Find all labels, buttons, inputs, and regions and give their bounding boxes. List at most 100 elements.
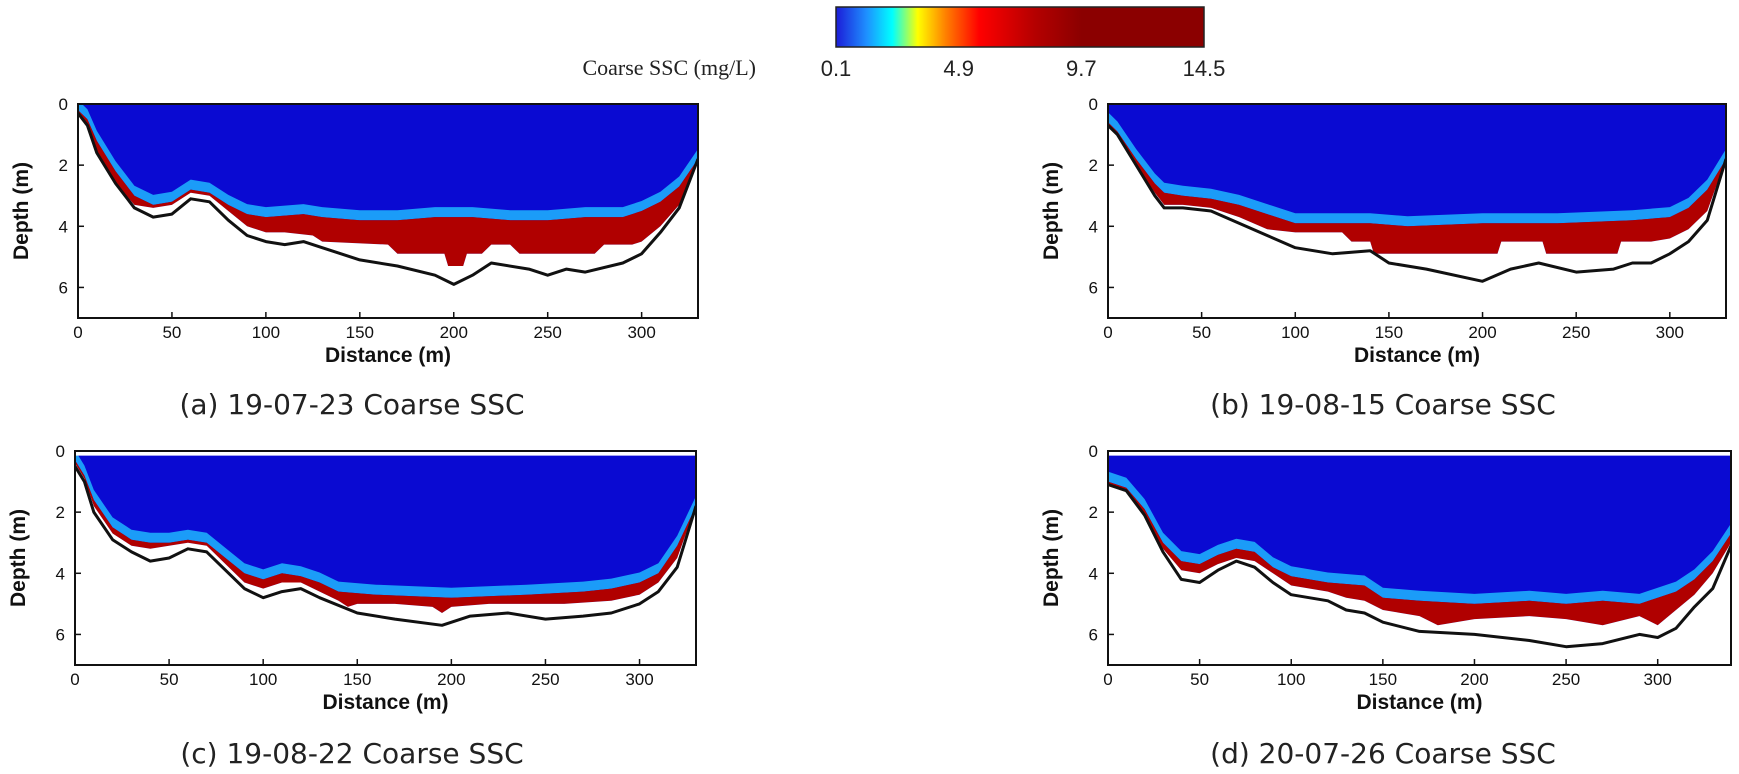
panel-d: 0 50 100 150 200 250 300 0 2 4 6 Distance (m) Dep…	[1040, 442, 1732, 770]
x-tick-label: 50	[160, 670, 179, 689]
x-tick-label: 50	[1190, 670, 1209, 689]
surface-gap-d	[1108, 451, 1731, 456]
y-ticks-d: 0 2 4 6	[1089, 442, 1114, 644]
y-tick-label: 6	[59, 278, 68, 297]
y-tick-label: 0	[1089, 95, 1098, 114]
y-tick-label: 4	[56, 564, 65, 583]
x-tick-label: 0	[73, 323, 82, 342]
plot-frame-a	[77, 103, 699, 319]
bed-profile-line-d	[1108, 483, 1731, 649]
turbidity-band-b	[1108, 112, 1726, 227]
colorbar-ticks: 0.1 4.9 9.7 14.5	[821, 56, 1226, 81]
y-tick-label: 4	[1089, 217, 1098, 236]
caption-a: (a) 19-07-23 Coarse SSC	[179, 388, 524, 421]
colorbar: Coarse SSC (mg/L) 0.1 4.9 9.7 14.5	[582, 6, 1226, 81]
bed-profile-line-c	[75, 465, 696, 627]
y-ticks-c: 0 2 4 6	[56, 442, 81, 644]
x-tick-label: 300	[627, 323, 655, 342]
y-ticks-a: 0 2 4 6	[59, 95, 84, 297]
x-tick-label: 150	[346, 323, 374, 342]
x-ticks-d: 0 50 100 150 200 250 300	[1103, 659, 1672, 689]
y-tick-label: 0	[59, 95, 68, 114]
plot-area-b	[1108, 104, 1726, 318]
x-tick-label: 100	[1281, 323, 1309, 342]
x-axis-title-d: Distance (m)	[1356, 691, 1482, 714]
plot-area-a	[78, 104, 698, 318]
y-axis-title-d: Depth (m)	[1040, 509, 1063, 607]
caption-c: (c) 19-08-22 Coarse SSC	[180, 737, 523, 770]
sediment-layer-b	[1108, 122, 1726, 254]
x-axis-title-c: Distance (m)	[322, 691, 448, 714]
below-bed-mask-c	[75, 463, 696, 665]
bed-profile-line-b	[1108, 124, 1726, 283]
x-ticks-a: 0 50 100 150 200 250 300	[73, 312, 656, 342]
y-ticks-b: 0 2 4 6	[1089, 95, 1114, 297]
plot-frame-c	[74, 450, 697, 666]
colorbar-gradient	[835, 6, 1205, 48]
y-tick-label: 6	[1089, 625, 1098, 644]
x-axis-title-b: Distance (m)	[1354, 344, 1480, 367]
turbidity-band-c	[75, 451, 696, 598]
x-tick-label: 50	[162, 323, 181, 342]
x-ticks-b: 0 50 100 150 200 250 300	[1103, 312, 1684, 342]
caption-d: (d) 20-07-26 Coarse SSC	[1210, 737, 1556, 770]
x-axis-title-a: Distance (m)	[325, 344, 451, 367]
y-tick-label: 6	[56, 625, 65, 644]
x-tick-label: 300	[1644, 670, 1672, 689]
x-tick-label: 200	[437, 670, 465, 689]
plot-area-d	[1108, 451, 1731, 665]
y-tick-label: 4	[1089, 564, 1098, 583]
y-tick-label: 4	[59, 217, 68, 236]
colorbar-tick-label: 0.1	[821, 56, 852, 81]
colorbar-label: Coarse SSC (mg/L)	[582, 55, 756, 80]
y-tick-label: 0	[1089, 442, 1098, 461]
x-tick-label: 150	[1369, 670, 1397, 689]
y-tick-label: 6	[1089, 278, 1098, 297]
bed-profile-line-a	[78, 112, 698, 286]
x-tick-label: 0	[1103, 323, 1112, 342]
x-tick-label: 300	[625, 670, 653, 689]
x-tick-label: 50	[1192, 323, 1211, 342]
sediment-layer-d	[1108, 481, 1731, 626]
x-tick-label: 200	[1468, 323, 1496, 342]
x-ticks-c: 0 50 100 150 200 250 300	[70, 659, 654, 689]
below-bed-mask-a	[78, 113, 698, 318]
x-tick-label: 100	[252, 323, 280, 342]
x-tick-label: 200	[440, 323, 468, 342]
y-tick-label: 2	[59, 156, 68, 175]
x-tick-label: 0	[70, 670, 79, 689]
colorbar-tick-label: 4.9	[943, 56, 974, 81]
x-tick-label: 100	[1277, 670, 1305, 689]
caption-b: (b) 19-08-15 Coarse SSC	[1210, 388, 1556, 421]
x-tick-label: 250	[531, 670, 559, 689]
x-tick-label: 150	[1375, 323, 1403, 342]
colorbar-tick-label: 9.7	[1066, 56, 1097, 81]
x-tick-label: 0	[1103, 670, 1112, 689]
x-tick-label: 250	[534, 323, 562, 342]
below-bed-mask-d	[1108, 484, 1731, 665]
y-tick-label: 2	[1089, 503, 1098, 522]
y-tick-label: 2	[56, 503, 65, 522]
x-tick-label: 300	[1656, 323, 1684, 342]
y-tick-label: 2	[1089, 156, 1098, 175]
panel-b: 0 50 100 150 200 250 300 0 2 4 6 Distance (m) Dep…	[1040, 95, 1727, 421]
x-tick-label: 100	[249, 670, 277, 689]
panel-c: 0 50 100 150 200 250 300 0 2 4 6 Distance (m) Dep…	[7, 442, 697, 770]
y-axis-title-b: Depth (m)	[1040, 162, 1063, 260]
colorbar-tick-label: 14.5	[1183, 56, 1226, 81]
y-axis-title-a: Depth (m)	[10, 162, 33, 260]
x-tick-label: 250	[1552, 670, 1580, 689]
x-tick-label: 250	[1562, 323, 1590, 342]
plot-frame-b	[1107, 103, 1727, 319]
y-tick-label: 0	[56, 442, 65, 461]
turbidity-band-d	[1108, 471, 1731, 604]
y-axis-title-c: Depth (m)	[7, 509, 30, 607]
x-tick-label: 200	[1460, 670, 1488, 689]
panel-a: 0 50 100 150 200 250 300 0 2 4 6 Distance (m) Dep…	[10, 95, 699, 421]
turbidity-band-a	[78, 104, 698, 221]
sediment-layer-a	[78, 110, 698, 266]
x-tick-label: 150	[343, 670, 371, 689]
plot-frame-d	[1107, 450, 1732, 666]
surface-gap-c	[75, 451, 696, 456]
